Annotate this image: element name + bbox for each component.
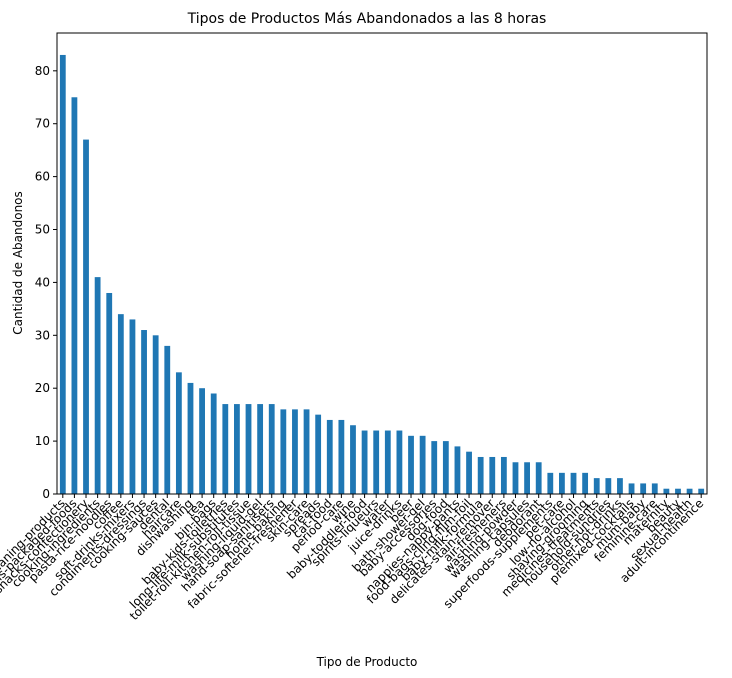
bar [71,97,78,494]
bar [187,382,194,494]
y-tick-label: 60 [35,170,50,184]
bar [593,478,600,494]
y-tick-label: 10 [35,434,50,448]
y-tick-label: 0 [42,487,50,501]
bar [454,446,461,494]
bar [199,388,205,494]
bar [210,393,217,494]
bar [268,404,275,494]
bar [164,345,171,494]
bar [617,478,623,494]
y-tick-label: 70 [35,117,50,131]
bar [419,435,426,494]
bar [373,430,380,494]
bar [512,462,519,494]
bar [117,314,124,494]
bar [489,456,496,494]
bar [640,483,647,494]
bar [338,419,345,494]
y-tick-label: 40 [35,275,50,289]
bar [477,456,484,494]
bar [605,478,612,494]
bar [129,319,136,494]
bar [94,277,101,494]
bar [83,139,89,494]
bar [559,472,565,494]
bar [535,462,542,494]
bar [628,483,635,494]
bar [326,419,333,494]
bar [245,404,252,494]
bar [686,488,693,494]
y-tick-label: 50 [35,223,50,237]
bar [442,441,449,494]
bar [303,409,310,494]
y-tick-label: 30 [35,328,50,342]
y-tick-label: 80 [35,64,50,78]
bar [408,435,414,494]
plot-frame [56,32,708,495]
bar [175,372,182,494]
bar [222,404,229,494]
bar [570,472,577,494]
bar [59,54,66,494]
bar [547,472,554,494]
y-tick-label: 20 [35,381,50,395]
bar [152,335,159,494]
chart-title: Tipos de Productos Más Abandonados a las… [187,11,547,27]
bar [350,425,356,494]
bar [431,441,438,494]
bar [698,488,705,494]
bar [292,409,298,494]
bar [466,451,472,494]
bar [106,292,113,494]
bar [280,409,287,494]
bar [663,488,670,494]
bar [257,404,264,494]
y-axis-label: Cantidad de Abandonos [11,191,25,335]
x-axis-label: Tipo de Producto [316,655,418,669]
bar [396,430,403,494]
bar [361,430,368,494]
bar [582,472,589,494]
bar [651,483,658,494]
bar [234,404,240,494]
bar [524,462,530,494]
bar [315,414,322,494]
bar [384,430,391,494]
bar [500,456,507,494]
bar [675,488,681,494]
bar [141,330,147,494]
